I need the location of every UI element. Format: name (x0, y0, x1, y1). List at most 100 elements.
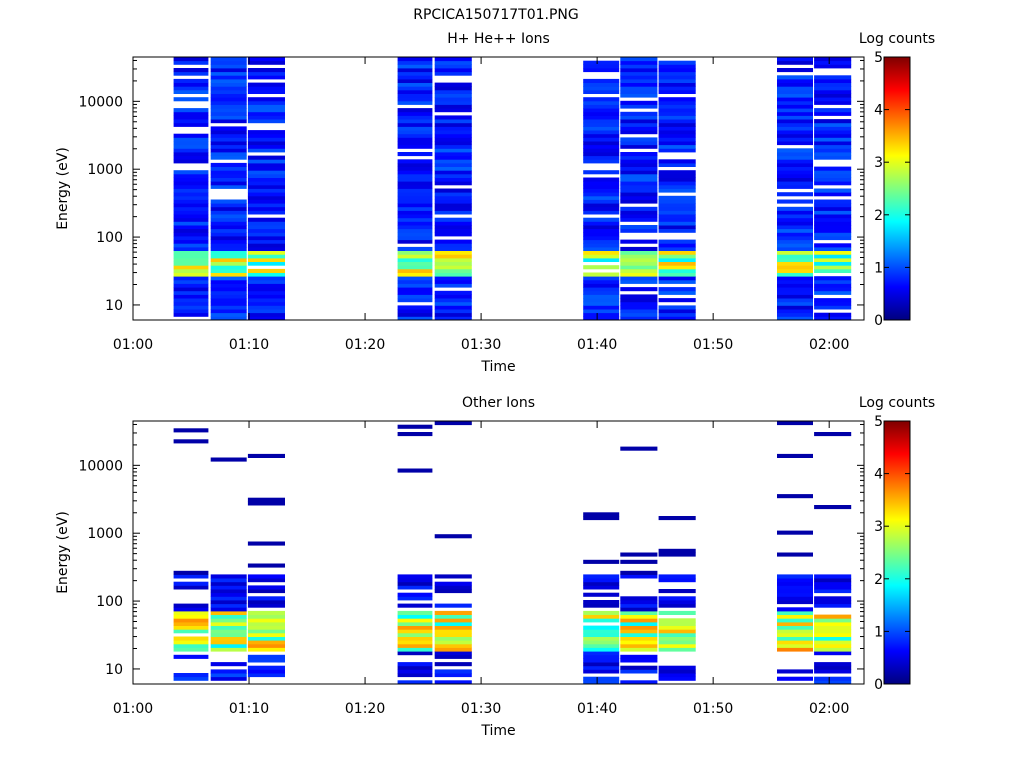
heat-cell (397, 144, 433, 149)
heat-cell (583, 155, 620, 160)
heat-cell (173, 78, 209, 83)
heat-cell (210, 89, 247, 94)
heat-cell (173, 236, 209, 241)
heat-cell (620, 574, 658, 579)
heat-cell (777, 574, 813, 579)
heat-cell (247, 246, 285, 251)
heat-cell (434, 294, 472, 299)
heat-cell (777, 453, 813, 458)
heat-cell (173, 239, 209, 244)
heat-cell (620, 104, 658, 109)
heat-cell (583, 618, 620, 623)
heat-cell (620, 75, 658, 80)
heat-cell (658, 162, 696, 167)
heat-cell (620, 126, 658, 131)
heat-cell (583, 610, 620, 615)
heat-cell (777, 669, 813, 674)
heat-cell (434, 680, 472, 685)
heat-cell (173, 195, 209, 200)
heat-cell (173, 301, 209, 306)
heat-cell (210, 126, 247, 131)
heat-cell (210, 243, 247, 248)
heat-cell (620, 279, 658, 284)
heat-cell (173, 257, 209, 262)
heat-cell (173, 57, 209, 62)
heat-cell (583, 676, 620, 681)
heat-cell (434, 206, 472, 211)
heat-cell (620, 86, 658, 91)
heat-cell (247, 239, 285, 244)
heat-cell (583, 578, 620, 583)
heat-cell (658, 173, 696, 178)
heat-cell (583, 279, 620, 284)
heat-cell (583, 170, 620, 175)
heat-cell (777, 82, 813, 87)
heat-cell (434, 261, 472, 266)
heat-cell (583, 152, 620, 157)
heat-cell (247, 148, 285, 153)
heat-cell (173, 614, 209, 619)
heat-cell (173, 581, 209, 586)
heat-cell (620, 195, 658, 200)
heat-cell (777, 243, 813, 248)
heat-cell (658, 600, 696, 605)
heat-cell (247, 316, 285, 321)
heat-cell (434, 97, 472, 102)
colorbar-tick-label: 2 (874, 572, 883, 588)
heat-cell (247, 614, 285, 619)
heat-cell (658, 636, 696, 641)
heat-cell (247, 203, 285, 208)
heat-cell (777, 104, 813, 109)
heat-cell (397, 68, 433, 73)
heat-cell (658, 589, 696, 594)
heat-cell (814, 250, 852, 255)
heat-cell (397, 261, 433, 266)
heat-cell (247, 621, 285, 626)
heat-cell (434, 225, 472, 230)
heat-cell (173, 294, 209, 299)
heat-cell (397, 276, 433, 281)
heat-cell (397, 64, 433, 69)
heat-cell (210, 206, 247, 211)
heat-cell (583, 257, 620, 262)
heat-cell (397, 192, 433, 197)
heat-cell (658, 86, 696, 91)
heat-cell (397, 78, 433, 83)
heat-cell (434, 155, 472, 160)
heat-cell (397, 119, 433, 124)
heat-cell (247, 578, 285, 583)
y-tick-label: 100 (96, 594, 123, 610)
heat-cell (814, 614, 852, 619)
heat-cell (173, 71, 209, 76)
heat-cell (434, 305, 472, 310)
heat-cell (777, 108, 813, 113)
heat-cell (434, 279, 472, 284)
heat-cell (583, 640, 620, 645)
panel-title: H+ He++ Ions (447, 31, 550, 47)
heat-cell (583, 188, 620, 193)
heat-cell (658, 673, 696, 678)
heat-cell (620, 654, 658, 659)
heat-cell (620, 144, 658, 149)
heat-cell (620, 152, 658, 157)
heat-cell (620, 596, 658, 601)
heat-cell (620, 64, 658, 69)
heat-cell (247, 192, 285, 197)
heat-cell (814, 236, 852, 241)
heat-cell (814, 585, 852, 590)
heat-cell (814, 86, 852, 91)
heat-cell (434, 276, 472, 281)
heat-cell (777, 290, 813, 295)
heat-cell (777, 421, 813, 426)
colorbar-tick-label: 4 (874, 103, 883, 119)
heat-cell (210, 279, 247, 284)
heat-cell (173, 206, 209, 211)
x-tick-label: 01:10 (229, 701, 269, 717)
heat-cell (583, 104, 620, 109)
heat-cell (173, 654, 209, 659)
heat-cell (658, 177, 696, 182)
heat-cell (583, 192, 620, 197)
heat-cell (247, 610, 285, 615)
heat-cell (620, 173, 658, 178)
heat-cell (434, 60, 472, 65)
